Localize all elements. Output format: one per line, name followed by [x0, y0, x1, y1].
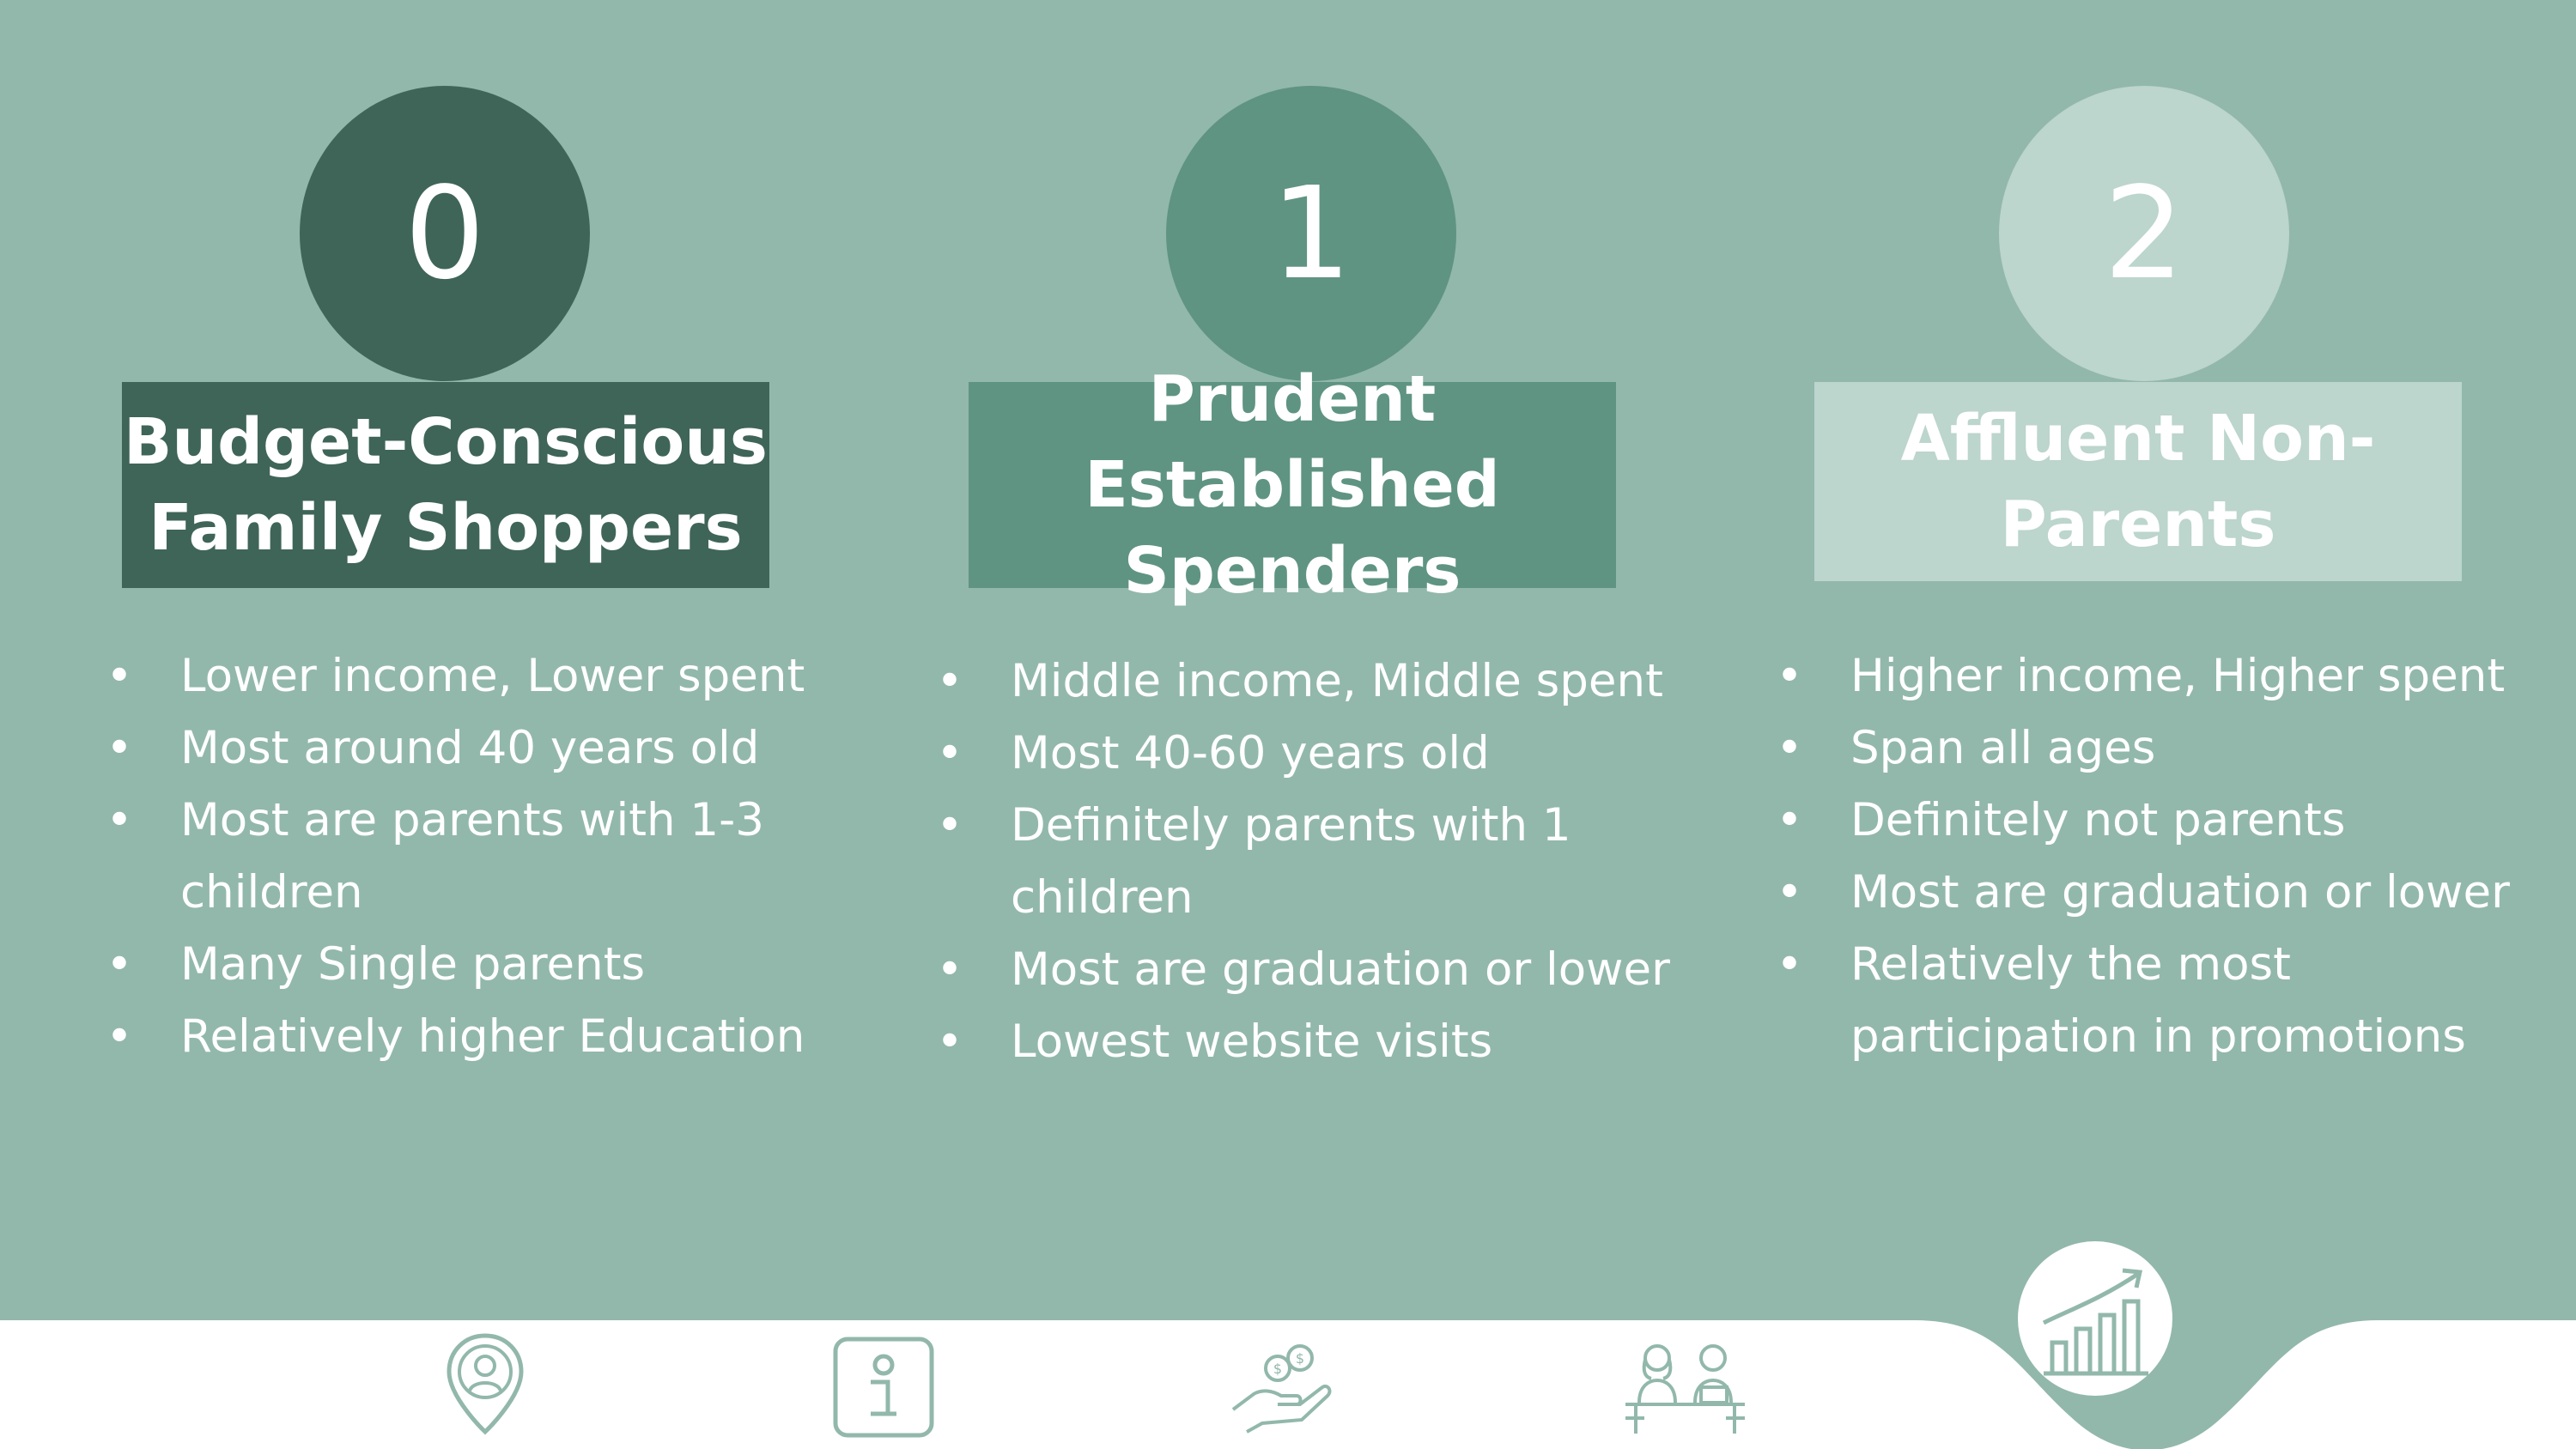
svg-text:$: $ [1273, 1361, 1282, 1377]
bullet-text: Higher income, Higher spent [1850, 650, 2506, 702]
bullet-text: Most are graduation or lower [1011, 943, 1670, 996]
bullet-dot: • [936, 727, 963, 779]
cluster-1-title-line2: Spenders [1123, 534, 1461, 608]
cluster-0-title-box: Budget-Conscious Family Shoppers [122, 382, 769, 588]
info-icon[interactable] [831, 1335, 936, 1440]
cluster-1-column: 1 Prudent Established Spenders • Middle i… [0, 0, 1670, 1288]
bullet-dot: • [106, 794, 133, 846]
bullet-text: Most are parents with 1-3 children [180, 794, 764, 919]
bullet-dot: • [1776, 722, 1803, 774]
bullet-text: Many Single parents [180, 938, 646, 991]
list-item: • Most around 40 years old [99, 712, 906, 785]
list-item: • Lower income, Lower spent [99, 640, 906, 712]
cluster-0-column: 0 Budget-Conscious Family Shoppers • Lowe… [0, 0, 859, 1288]
cluster-2-number: 2 [2103, 160, 2185, 307]
list-item: • Relatively the most participation in pr… [1769, 929, 2524, 1073]
people-desk-icon[interactable] [1619, 1336, 1752, 1439]
list-item: • Relatively higher Education [99, 1001, 906, 1073]
list-item: • Most are parents with 1-3 children [99, 785, 906, 929]
bullet-dot: • [1776, 794, 1803, 846]
bullet-dot: • [936, 1016, 963, 1068]
bullet-text: Most are graduation or lower [1850, 866, 2510, 919]
list-item: • Most are graduation or lower [929, 934, 1719, 1006]
cluster-1-number: 1 [1270, 160, 1352, 307]
bullet-text: Most 40-60 years old [1011, 727, 1490, 779]
money-hand-icon[interactable]: $ $ [1228, 1339, 1340, 1438]
cluster-0-number: 0 [404, 160, 486, 307]
bullet-dot: • [106, 650, 133, 702]
cluster-0-title-line1: Budget-Conscious [124, 405, 768, 479]
cluster-0-number-circle: 0 [300, 86, 590, 381]
list-item: • Higher income, Higher spent [1769, 640, 2524, 712]
bullet-dot: • [1776, 650, 1803, 702]
list-item: • Middle income, Middle spent [929, 646, 1719, 718]
bullet-text: Span all ages [1850, 722, 2156, 774]
cluster-2-column: 2 Affluent Non- Parents • Higher income, … [0, 0, 2510, 1288]
list-item: • Definitely not parents [1769, 785, 2524, 857]
bottom-nav-bar [0, 1320, 2576, 1449]
bullet-dot: • [936, 655, 963, 707]
cluster-2-number-circle: 2 [1999, 86, 2289, 381]
bullet-dot: • [936, 799, 963, 852]
cluster-2-title-line1: Affluent Non- [1900, 402, 2376, 476]
bullet-text: Definitely parents with 1 children [1011, 799, 1571, 924]
bullet-dot: • [106, 722, 133, 774]
bullet-dot: • [1776, 938, 1803, 991]
cluster-2-bullet-list: • Higher income, Higher spent • Span all a… [1769, 640, 2524, 1073]
bullet-dot: • [106, 938, 133, 991]
cluster-2-title-line2: Parents [2000, 488, 2276, 561]
location-person-icon[interactable] [442, 1329, 528, 1440]
list-item: • Span all ages [1769, 712, 2524, 785]
list-item: • Lowest website visits [929, 1006, 1719, 1078]
cluster-1-bullet-list: • Middle income, Middle spent • Most 40-60… [929, 646, 1719, 1078]
bullet-text: Most around 40 years old [180, 722, 760, 774]
bullet-text: Relatively the most participation in pro… [1850, 938, 2466, 1063]
svg-text:$: $ [1296, 1350, 1304, 1367]
growth-chart-nav-button[interactable] [2018, 1241, 2172, 1396]
bullet-text: Middle income, Middle spent [1011, 655, 1663, 707]
list-item: • Definitely parents with 1 children [929, 790, 1719, 934]
bullet-dot: • [106, 1010, 133, 1063]
cluster-1-title-box: Prudent Established Spenders [969, 362, 1616, 608]
bullet-dot: • [1776, 866, 1803, 919]
bullet-text: Lower income, Lower spent [180, 650, 805, 702]
cluster-0-bullet-list: • Lower income, Lower spent • Most around … [99, 640, 906, 1073]
bullet-dot: • [936, 943, 963, 996]
cluster-2-title-box: Affluent Non- Parents [1814, 382, 2462, 581]
list-item: • Most are graduation or lower [1769, 857, 2524, 929]
list-item: • Many Single parents [99, 929, 906, 1001]
bullet-text: Lowest website visits [1011, 1016, 1493, 1068]
list-item: • Most 40-60 years old [929, 718, 1719, 790]
bullet-text: Definitely not parents [1850, 794, 2346, 846]
bullet-text: Relatively higher Education [180, 1010, 805, 1063]
growth-chart-icon [2042, 1268, 2148, 1376]
cluster-1-number-circle: 1 [1166, 86, 1456, 381]
cluster-0-title-line2: Family Shoppers [149, 491, 743, 565]
cluster-1-title-line1: Prudent Established [1084, 362, 1500, 522]
